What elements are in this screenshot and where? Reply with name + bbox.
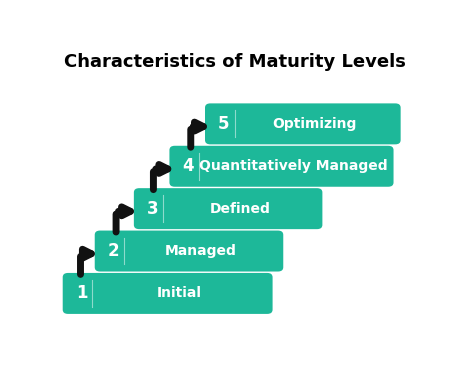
Text: Optimizing: Optimizing <box>273 117 357 131</box>
Text: 5: 5 <box>218 115 230 133</box>
Text: Defined: Defined <box>210 201 271 216</box>
FancyBboxPatch shape <box>169 146 393 187</box>
FancyBboxPatch shape <box>134 188 322 229</box>
Text: 2: 2 <box>108 242 119 260</box>
FancyBboxPatch shape <box>205 103 401 144</box>
Text: Managed: Managed <box>165 244 237 258</box>
Text: 3: 3 <box>147 200 159 218</box>
FancyBboxPatch shape <box>95 230 283 272</box>
Text: 1: 1 <box>76 284 87 302</box>
Text: Characteristics of Maturity Levels: Characteristics of Maturity Levels <box>64 54 406 72</box>
Text: 4: 4 <box>183 157 194 175</box>
Text: Quantitatively Managed: Quantitatively Managed <box>199 159 388 173</box>
Text: Initial: Initial <box>157 286 202 301</box>
FancyBboxPatch shape <box>63 273 273 314</box>
